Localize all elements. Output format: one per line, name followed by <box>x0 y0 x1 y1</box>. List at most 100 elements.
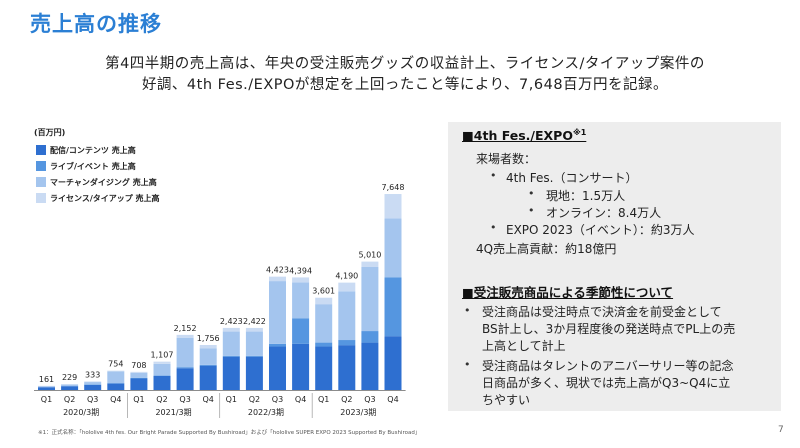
expo-visitors: EXPO 2023（イベント）：約3万人 <box>506 223 695 237</box>
x-tick-label: Q1 <box>41 395 52 404</box>
bullet-dot-icon: • <box>528 204 535 217</box>
summary-line-1: 第4四半期の売上高は、年央の受注販売グッズの収益計上、ライセンス/タイアップ案件… <box>105 56 705 72</box>
bar-segment-2 <box>107 383 125 384</box>
bar-total-label: 5,010 <box>358 251 381 260</box>
legend-item-license: ライセンス/タイアップ 売上高 <box>36 190 160 206</box>
x-tick-label: Q3 <box>179 395 190 404</box>
x-tick-label: Q1 <box>226 395 237 404</box>
bar-segment-2 <box>269 343 286 347</box>
x-tick-label: Q3 <box>87 395 98 404</box>
x-tick-label: Q4 <box>203 395 214 404</box>
bar-segment-4 <box>153 361 171 364</box>
bar-segment-3 <box>222 331 240 356</box>
fiscal-year-label: 2022/3期 <box>248 408 284 417</box>
bar-segment-4 <box>338 282 356 292</box>
legend-label-license: ライセンス/タイアップ 売上高 <box>50 193 160 203</box>
legend-item-content: 配信/コンテンツ 売上高 <box>36 142 160 158</box>
fiscal-year-label: 2020/3期 <box>63 408 99 417</box>
bar-segment-1 <box>245 356 263 390</box>
bar-total-label: 2,423 <box>220 317 243 326</box>
bar-segment-2 <box>315 342 333 347</box>
bar-segment-4 <box>84 381 102 383</box>
x-tick-label: Q1 <box>133 395 144 404</box>
bar-segment-3 <box>361 267 379 332</box>
bar-segment-3 <box>292 282 310 319</box>
visitors-label: 来場者数： <box>476 152 537 166</box>
bar-segment-2 <box>338 340 356 346</box>
bar-segment-1 <box>338 345 356 390</box>
bullet-dot-icon: • <box>490 221 497 234</box>
legend-item-merch: マーチャンダイジング 売上高 <box>36 174 160 190</box>
bar-segment-3 <box>315 304 333 343</box>
bar-total-label: 161 <box>39 375 54 384</box>
bullet1-line3: 上高として計上 <box>482 339 566 353</box>
bar-segment-3 <box>245 331 263 356</box>
bar-segment-2 <box>130 377 148 379</box>
info-panel: ■4th Fes./EXPO※1 来場者数： • 4th Fes.（コンサート）… <box>448 122 781 411</box>
bar-segment-2 <box>153 375 171 376</box>
bullet-dot-icon: • <box>464 304 471 317</box>
bar-segment-4 <box>245 327 263 332</box>
summary-line-2: 好調、4th Fes./EXPOが想定を上回ったこと等により、7,648百万円を… <box>141 77 669 93</box>
bar-segment-3 <box>176 337 194 368</box>
summary-text: 第4四半期の売上高は、年央の受注販売グッズの収益計上、ライセンス/タイアップ案件… <box>40 54 770 96</box>
bullet2-line1: 受注商品はタレントのアニバーサリー等の記念 <box>482 359 734 373</box>
seasonality-heading: ■受注販売商品による季節性について <box>462 285 674 300</box>
footnote: ※1：正式名称：「hololive 4th fes. Our Bright Pa… <box>38 430 421 436</box>
x-tick-label: Q1 <box>318 395 329 404</box>
bar-total-label: 1,756 <box>197 334 220 343</box>
revenue-bar-chart: 161 Q1 229 Q2 333 Q3 754 Q4 708 Q1 1,107 Q2 2,152 Q3 1… <box>34 183 406 418</box>
bullet1-line1: 受注商品は受注時点で決済金を前受金として <box>482 305 722 319</box>
bar-segment-4 <box>199 345 217 349</box>
bar-segment-3 <box>84 382 102 385</box>
bar-segment-3 <box>61 384 79 387</box>
online-visitors: オンライン：8.4万人 <box>546 206 662 220</box>
bar-segment-1 <box>292 343 310 390</box>
bar-segment-1 <box>107 383 125 390</box>
fes-expo-heading: ■4th Fes./EXPO※1 <box>462 128 587 144</box>
x-tick-label: Q3 <box>364 395 375 404</box>
q4-contribution: 4Q売上高貢献：約18億円 <box>476 242 617 256</box>
bar-segment-4 <box>222 327 240 332</box>
x-tick-label: Q2 <box>341 395 352 404</box>
bar-segment-3 <box>153 363 171 376</box>
bar-segment-1 <box>269 346 286 390</box>
x-tick-label: Q2 <box>156 395 167 404</box>
bar-total-label: 4,190 <box>335 272 358 281</box>
legend-swatch-license <box>36 193 46 203</box>
bar-segment-1 <box>153 375 171 390</box>
bar-segment-3 <box>384 218 402 278</box>
bar-segment-4 <box>269 276 286 282</box>
legend-item-live: ライブ/イベント 売上高 <box>36 158 160 174</box>
bar-segment-3 <box>338 291 356 341</box>
bar-segment-2 <box>361 331 379 343</box>
bar-segment-2 <box>199 364 217 366</box>
bullet-dot-icon: • <box>528 187 535 200</box>
bullet2-line2: 日商品が多く、現状では売上高がQ3~Q4に立 <box>482 376 731 390</box>
bar-segment-2 <box>176 367 194 369</box>
bar-total-label: 4,394 <box>289 266 312 275</box>
bar-total-label: 708 <box>131 361 146 370</box>
bar-total-label: 4,423 <box>266 266 289 275</box>
chart-unit-label: (百万円) <box>34 128 66 137</box>
x-tick-label: Q4 <box>295 395 306 404</box>
bullet-dot-icon: • <box>464 358 471 371</box>
bar-segment-4 <box>292 277 310 283</box>
bar-segment-4 <box>384 194 402 219</box>
legend-label-content: 配信/コンテンツ 売上高 <box>50 145 136 155</box>
bar-segment-2 <box>84 384 102 385</box>
bar-segment-3 <box>107 371 125 384</box>
fes-label: 4th Fes.（コンサート） <box>506 171 638 185</box>
bar-segment-1 <box>361 342 379 390</box>
legend-label-live: ライブ/イベント 売上高 <box>50 161 136 171</box>
x-tick-label: Q4 <box>110 395 121 404</box>
page-number: 7 <box>778 425 784 435</box>
bar-segment-1 <box>84 384 102 390</box>
bullet-dot-icon: • <box>490 169 497 182</box>
bar-segment-2 <box>245 355 263 357</box>
bar-total-label: 333 <box>85 370 100 379</box>
bar-segment-2 <box>222 355 240 357</box>
bar-total-label: 754 <box>108 360 123 369</box>
bullet2-line3: ちやすい <box>482 393 531 407</box>
bar-segment-1 <box>61 386 79 390</box>
